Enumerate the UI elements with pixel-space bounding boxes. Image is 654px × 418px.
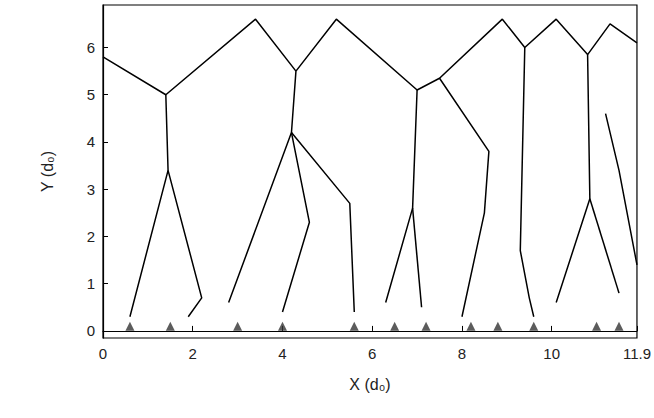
svg-text:10: 10 [543,345,560,362]
svg-text:2: 2 [87,228,95,245]
svg-text:6: 6 [87,39,95,56]
svg-text:X (d₀): X (d₀) [349,376,390,393]
svg-text:8: 8 [458,345,466,362]
svg-text:0: 0 [87,322,95,339]
svg-text:3: 3 [87,181,95,198]
svg-text:4: 4 [87,133,95,150]
svg-text:4: 4 [278,345,286,362]
svg-text:5: 5 [87,86,95,103]
svg-text:11.9: 11.9 [623,345,651,362]
svg-text:2: 2 [189,345,197,362]
svg-text:Y (d₀): Y (d₀) [39,151,56,192]
svg-text:0: 0 [99,345,107,362]
svg-text:6: 6 [368,345,376,362]
svg-text:1: 1 [87,275,95,292]
